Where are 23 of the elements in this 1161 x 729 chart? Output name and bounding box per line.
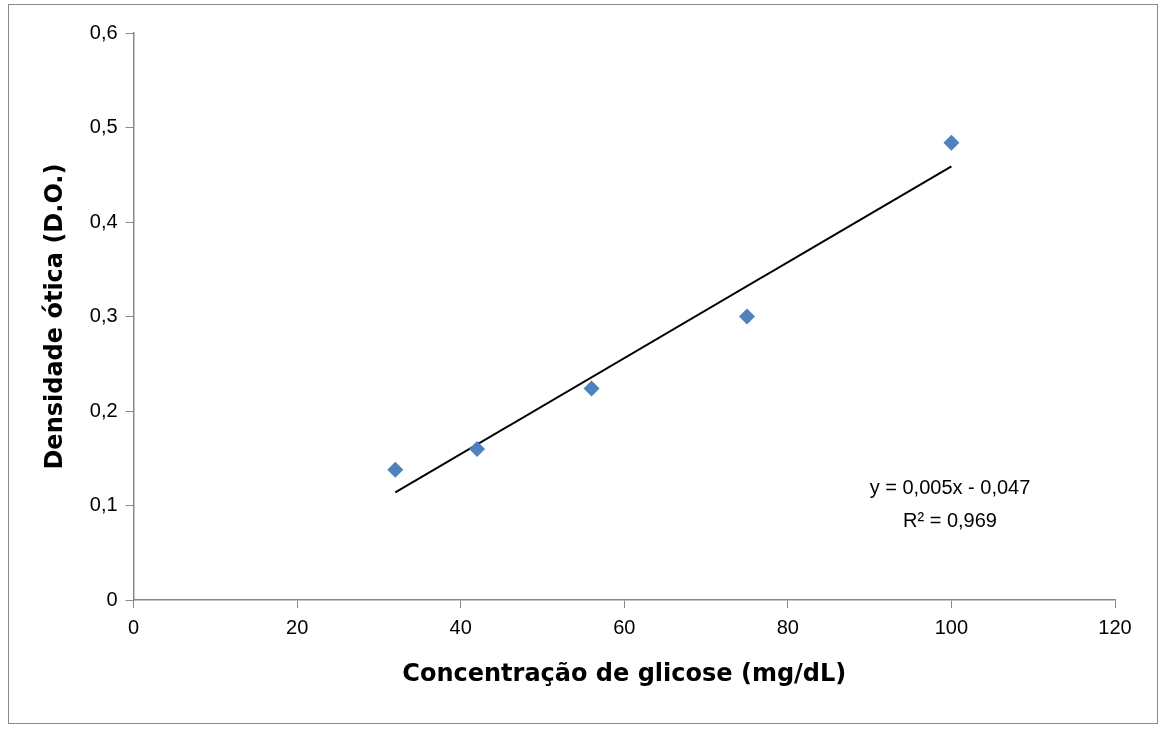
annotation: R² = 0,969 bbox=[903, 508, 997, 531]
y-tick-label: 0,6 bbox=[89, 20, 118, 43]
x-tick-label: 20 bbox=[286, 615, 309, 638]
x-tick-label: 60 bbox=[613, 615, 636, 638]
x-tick-label: 100 bbox=[934, 615, 969, 638]
y-tick-label: 0,4 bbox=[89, 209, 118, 232]
x-axis-title: Concentração de glicose (mg/dL) bbox=[402, 658, 847, 687]
x-tick-label: 80 bbox=[776, 615, 799, 638]
point bbox=[469, 440, 486, 457]
x-tick-label: 40 bbox=[449, 615, 472, 638]
x-tick-label: 0 bbox=[128, 615, 140, 638]
y-tick-label: 0,5 bbox=[89, 115, 118, 138]
y-axis-title: Densidade ótica (D.O.) bbox=[39, 163, 68, 470]
y-tick-label: 0,3 bbox=[89, 304, 118, 327]
y-tick-label: 0,1 bbox=[89, 493, 118, 516]
y-tick-label: 0,2 bbox=[89, 398, 118, 421]
y-tick-label: 0 bbox=[106, 587, 118, 610]
point bbox=[738, 308, 755, 325]
point bbox=[583, 380, 600, 397]
point bbox=[943, 134, 960, 151]
point bbox=[387, 461, 404, 478]
annotation: y = 0,005x - 0,047 bbox=[869, 475, 1031, 498]
x-tick-label: 120 bbox=[1098, 615, 1132, 638]
